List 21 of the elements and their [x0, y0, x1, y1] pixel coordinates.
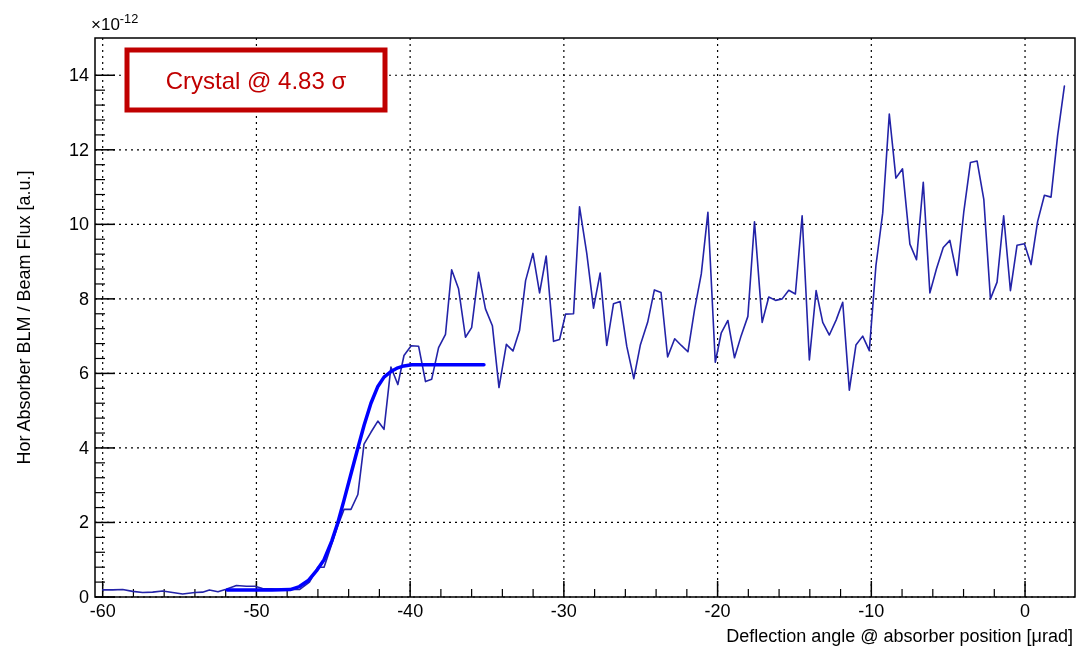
y-tick-label: 2 — [78, 512, 89, 533]
y-tick-label: 10 — [68, 214, 89, 235]
y-tick-label: 8 — [78, 288, 89, 309]
x-axis-title: Deflection angle @ absorber position [μrad] — [726, 626, 1073, 646]
text: ×10$^{-12}$ — [91, 10, 139, 34]
x-tick-label: 0 — [1020, 601, 1031, 621]
y-tick-label: 12 — [68, 139, 89, 160]
x-tick-label: -10 — [858, 601, 885, 621]
x-tick-label: -20 — [704, 601, 731, 621]
x-tick-label: -40 — [397, 601, 424, 621]
line-series — [225, 363, 486, 592]
x-tick-label: -30 — [550, 601, 577, 621]
y-tick-label: 6 — [78, 363, 89, 384]
y-tick-label: 14 — [68, 65, 89, 86]
text-box: Crystal @ 4.83 σ — [124, 47, 388, 113]
x-tick-label: -60 — [89, 601, 116, 621]
y-tick-label: 0 — [78, 587, 89, 607]
annotation: Crystal @ 4.83 σ — [165, 67, 347, 94]
x-tick-label: -50 — [243, 601, 270, 621]
y-axis-title: Hor Absorber BLM / Beam Flux [a.u.] — [14, 170, 34, 465]
y-tick-label: 4 — [78, 437, 89, 458]
